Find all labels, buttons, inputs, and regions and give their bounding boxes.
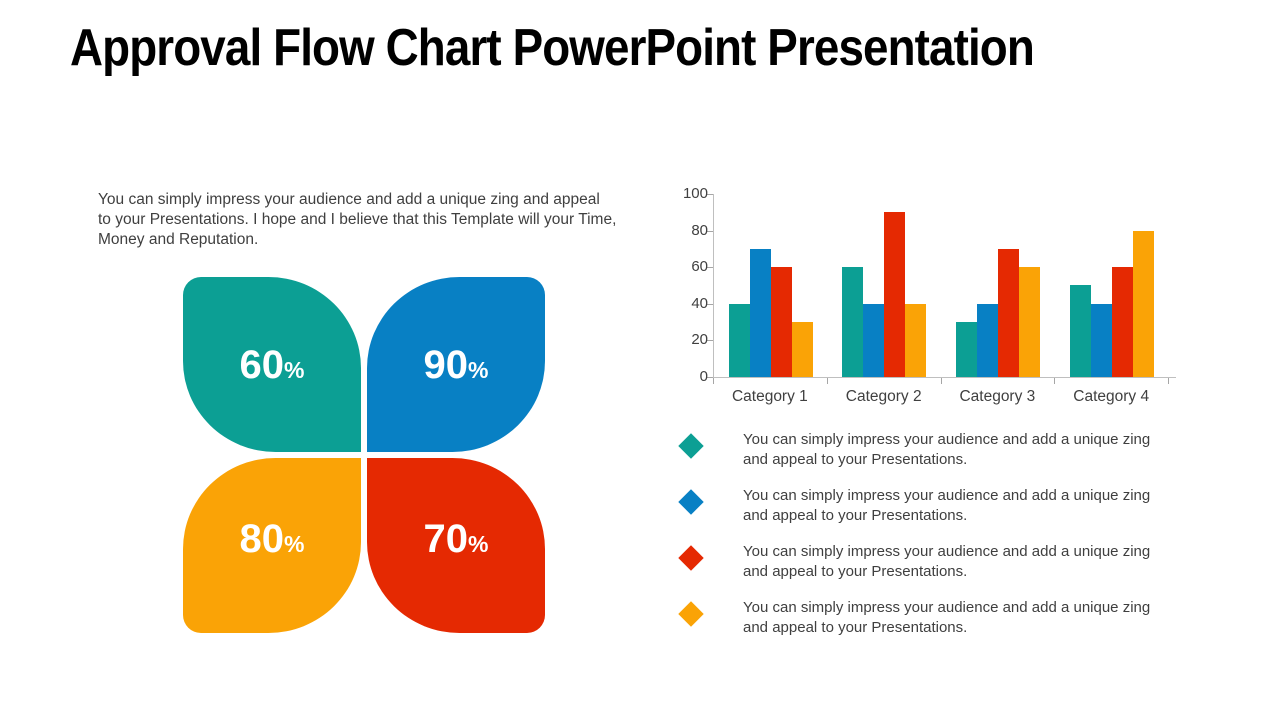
category-label-3: Category 3 bbox=[959, 388, 1036, 405]
teal-diamond-icon bbox=[678, 433, 704, 459]
petal-bottom-right: 70 % bbox=[367, 458, 545, 633]
petal-bottom-right-label: 70 % bbox=[424, 519, 489, 559]
intro-paragraph: You can simply impress your audience and… bbox=[98, 190, 658, 250]
bar-teal-category-2 bbox=[842, 267, 864, 377]
legend-item-teal: You can simply impress your audience and… bbox=[676, 430, 1196, 478]
intro-line-1: You can simply impress your audience and… bbox=[98, 191, 600, 208]
legend-item-red: You can simply impress your audience and… bbox=[676, 542, 1196, 590]
legend-item-text: You can simply impress your audience and… bbox=[743, 598, 1188, 638]
petal-value: 90 bbox=[423, 342, 469, 387]
petal-top-right: 90 % bbox=[367, 277, 545, 452]
x-axis-tick bbox=[826, 378, 828, 384]
bar-orange-category-1 bbox=[791, 322, 813, 377]
legend-text-line: You can simply impress your audience and… bbox=[743, 487, 1151, 504]
percent-suffix: % bbox=[468, 356, 489, 383]
bar-teal-category-1 bbox=[728, 304, 750, 377]
bar-teal-category-3 bbox=[956, 322, 977, 377]
slide-title: Approval Flow Chart PowerPoint Presentat… bbox=[70, 19, 1035, 77]
category-label-4: Category 4 bbox=[1073, 388, 1150, 405]
bar-teal-category-4 bbox=[1069, 285, 1091, 377]
category-label-2: Category 2 bbox=[845, 388, 922, 405]
y-axis-tick bbox=[706, 230, 713, 232]
y-axis-tick-label: 0 bbox=[699, 368, 708, 385]
bar-red-category-3 bbox=[998, 249, 1019, 377]
x-axis-tick bbox=[713, 378, 714, 384]
intro-line-2: to your Presentations. I hope and I beli… bbox=[98, 211, 617, 228]
legend-item-orange: You can simply impress your audience and… bbox=[676, 598, 1196, 646]
y-axis-tick-label: 60 bbox=[691, 258, 708, 276]
x-axis-tick bbox=[1054, 378, 1056, 384]
y-axis-tick-label: 100 bbox=[682, 185, 708, 202]
bar-orange-category-2 bbox=[905, 304, 927, 377]
legend-item-blue: You can simply impress your audience and… bbox=[676, 486, 1196, 534]
legend-text-line: You can simply impress your audience and… bbox=[743, 543, 1151, 560]
category-label-1: Category 1 bbox=[731, 388, 808, 405]
petal-value: 60 bbox=[239, 342, 285, 387]
y-axis-tick bbox=[706, 340, 713, 342]
legend-text-line: and appeal to your Presentations. bbox=[743, 563, 968, 580]
legend-text-line: and appeal to your Presentations. bbox=[743, 507, 968, 524]
petal-top-left-label: 60 % bbox=[240, 345, 305, 385]
petal-diagram: 60 % 90 % 80 % 70 % bbox=[183, 277, 545, 633]
grouped-bar-chart: 0 20 40 60 80 100 Category 1 Category 2 Category… bbox=[675, 186, 1195, 421]
petal-bottom-left-label: 80 % bbox=[240, 519, 305, 559]
petal-value: 80 bbox=[239, 516, 285, 561]
percent-suffix: % bbox=[468, 530, 489, 557]
y-axis-tick bbox=[706, 267, 713, 269]
blue-diamond-icon bbox=[678, 489, 704, 515]
y-axis-line bbox=[713, 194, 714, 378]
y-axis-tick bbox=[706, 377, 713, 378]
intro-line-3: Money and Reputation. bbox=[98, 231, 259, 248]
y-axis-tick-label: 80 bbox=[691, 221, 708, 239]
bar-red-category-4 bbox=[1111, 267, 1133, 377]
bar-blue-category-4 bbox=[1090, 304, 1112, 377]
y-axis-tick bbox=[706, 194, 713, 195]
percent-suffix: % bbox=[284, 356, 305, 383]
percent-suffix: % bbox=[284, 530, 305, 557]
petal-bottom-left: 80 % bbox=[183, 458, 361, 633]
legend-text-line: You can simply impress your audience and… bbox=[743, 431, 1151, 448]
legend-text-line: and appeal to your Presentations. bbox=[743, 451, 968, 468]
petal-value: 70 bbox=[423, 516, 469, 561]
bar-orange-category-3 bbox=[1019, 267, 1040, 377]
y-axis-tick bbox=[706, 303, 713, 305]
y-axis-tick-label: 40 bbox=[691, 294, 708, 312]
legend-item-text: You can simply impress your audience and… bbox=[743, 486, 1188, 526]
legend-item-text: You can simply impress your audience and… bbox=[743, 430, 1188, 470]
bar-orange-category-4 bbox=[1132, 231, 1154, 377]
orange-diamond-icon bbox=[678, 601, 704, 627]
legend-text-line: and appeal to your Presentations. bbox=[743, 619, 968, 636]
legend-text-line: You can simply impress your audience and… bbox=[743, 599, 1151, 616]
red-diamond-icon bbox=[678, 545, 704, 571]
bar-red-category-2 bbox=[884, 212, 906, 377]
bar-blue-category-1 bbox=[749, 249, 771, 377]
x-axis-tick bbox=[940, 378, 942, 384]
legend-item-text: You can simply impress your audience and… bbox=[743, 542, 1188, 582]
bar-red-category-1 bbox=[770, 267, 792, 377]
chart-legend: You can simply impress your audience and… bbox=[676, 430, 1196, 660]
x-axis-line bbox=[713, 377, 1176, 378]
y-axis-tick-label: 20 bbox=[691, 331, 708, 349]
petal-top-left: 60 % bbox=[183, 277, 361, 452]
x-axis-tick bbox=[1168, 378, 1169, 384]
petal-top-right-label: 90 % bbox=[424, 345, 489, 385]
bar-blue-category-3 bbox=[977, 304, 998, 377]
bar-blue-category-2 bbox=[863, 304, 885, 377]
